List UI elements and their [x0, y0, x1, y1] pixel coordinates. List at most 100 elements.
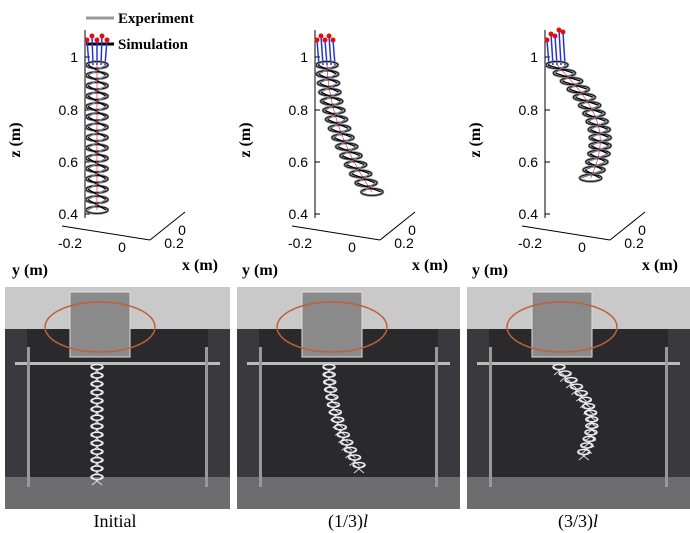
cable-end	[322, 37, 328, 43]
robot-ring	[333, 424, 348, 431]
robot-ring	[323, 386, 338, 393]
robot-ring	[90, 406, 104, 413]
strut-red	[578, 89, 585, 98]
frame-left	[27, 347, 30, 487]
strut-red	[346, 146, 352, 156]
robot-ring	[90, 380, 104, 388]
strut-red	[333, 110, 337, 120]
robot-strut	[553, 366, 565, 376]
robot-ring	[90, 431, 104, 438]
z-tick-label: 0.8	[289, 102, 309, 118]
cable	[562, 31, 566, 66]
cable	[332, 39, 336, 66]
robot-ring	[90, 363, 104, 371]
cable	[86, 39, 90, 66]
legend-label: Experiment	[118, 11, 194, 27]
robot-ring	[583, 409, 598, 417]
wall-left	[5, 329, 27, 509]
robot-strut	[323, 374, 335, 383]
robot-ring	[90, 422, 104, 430]
x-tick-label: 0	[638, 222, 646, 238]
cable-end	[318, 33, 324, 39]
cable-end	[548, 31, 554, 37]
cable-loop	[276, 301, 388, 353]
robot-ring	[585, 416, 599, 423]
strut-red	[327, 74, 329, 84]
cable	[104, 39, 108, 66]
robot-ring	[558, 370, 572, 377]
strut-red	[593, 161, 598, 171]
cable	[558, 29, 562, 66]
robot-ring	[90, 456, 104, 464]
x-axis	[609, 211, 646, 241]
wall-left	[467, 329, 489, 509]
z-axis-label: z (m)	[7, 122, 24, 157]
robot-ring	[322, 371, 336, 378]
cable	[546, 39, 550, 66]
y-axis	[61, 225, 151, 241]
cable-end	[544, 37, 550, 43]
robot-strut	[565, 379, 577, 389]
robot-strut	[324, 381, 336, 391]
strut-red	[589, 105, 595, 114]
cable-end	[89, 33, 95, 39]
cable-end	[556, 27, 562, 33]
cable-end	[552, 33, 558, 39]
z-tick-label: 1	[70, 49, 78, 65]
strut-red	[596, 153, 600, 162]
y-axis-label: y (m)	[12, 262, 48, 279]
y-axis-label: y (m)	[242, 262, 278, 279]
y-tick-label: -0.2	[518, 235, 542, 251]
y-tick-label: 0	[348, 239, 356, 255]
cable	[320, 35, 324, 66]
robot-ring	[574, 389, 589, 397]
robot-strut	[345, 449, 356, 459]
z-axis-label: z (m)	[467, 122, 484, 157]
cable-loop	[44, 301, 156, 353]
robot-ring	[325, 393, 339, 401]
x-axis	[379, 211, 416, 241]
robot-ring	[585, 422, 599, 430]
cable-end	[330, 37, 336, 43]
y-axis-label: y (m)	[472, 262, 508, 279]
cable-end	[94, 37, 100, 43]
strut-red	[590, 169, 595, 179]
robot-strut	[323, 366, 335, 376]
cable-end	[326, 33, 332, 39]
robot-strut	[571, 386, 582, 396]
frame-right	[205, 347, 208, 487]
floor	[467, 477, 690, 509]
x-axis-label: x (m)	[412, 257, 448, 274]
robot-ring	[340, 439, 354, 446]
wall-right	[208, 329, 230, 509]
robot-ring	[328, 408, 343, 416]
robot-ring	[581, 402, 596, 410]
z-tick-label: 0.4	[519, 206, 539, 222]
robot-ring	[347, 454, 362, 461]
x-axis-label: x (m)	[182, 257, 218, 274]
x-tick-label: 0	[408, 222, 416, 238]
strut-red	[355, 164, 361, 175]
z-tick-label: 0.4	[59, 206, 79, 222]
caption-part: l	[363, 511, 368, 531]
wall-left	[237, 329, 259, 509]
cable-end	[560, 29, 566, 35]
robot-ring	[90, 397, 104, 405]
y-tick-label: -0.2	[58, 235, 82, 251]
robot-strut	[91, 476, 103, 486]
robot-ring	[322, 363, 336, 371]
robot-ring	[582, 435, 596, 443]
strut-red	[598, 145, 601, 154]
robot-ring	[90, 439, 104, 447]
x-axis	[149, 211, 186, 241]
cable-end	[104, 37, 110, 43]
strut-red	[326, 64, 328, 75]
cable-end	[314, 37, 320, 43]
strut-red	[564, 72, 572, 82]
cable-loop	[506, 301, 618, 353]
robot-strut	[325, 389, 336, 399]
z-tick-label: 1	[300, 49, 308, 65]
robot-ring	[326, 401, 341, 408]
z-tick-label: 0.8	[519, 102, 539, 118]
cable	[554, 35, 558, 66]
